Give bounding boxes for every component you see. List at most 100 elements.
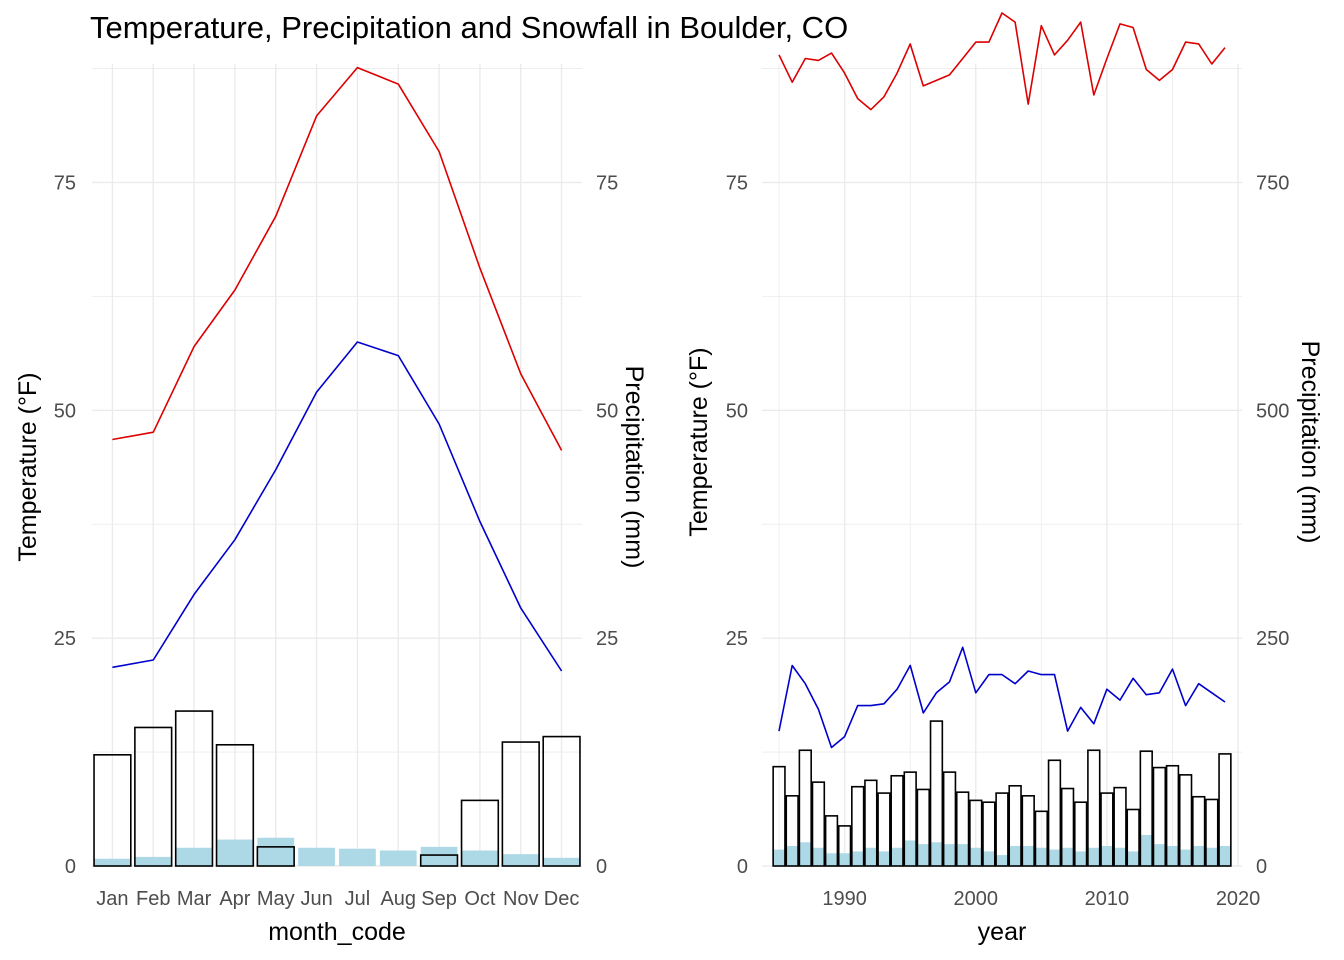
p2-precip-bar bbox=[864, 847, 877, 866]
p1-xtick-label: Oct bbox=[464, 888, 496, 910]
p2-precip-bar bbox=[1166, 845, 1179, 866]
p2-snow-bar bbox=[916, 788, 931, 867]
p2-precip-bar bbox=[1219, 845, 1231, 866]
p1-precip-bar bbox=[216, 839, 254, 866]
p1-snow-bar bbox=[174, 710, 214, 867]
p2-precip-bar bbox=[969, 847, 982, 866]
p1-precip-bar bbox=[134, 856, 172, 866]
p2-snow-bar bbox=[1073, 801, 1088, 867]
p2-snow-bar bbox=[1100, 792, 1114, 867]
p1-min-temp-line bbox=[112, 341, 563, 672]
p2-xtick-label: 2000 bbox=[954, 888, 999, 910]
p2-precip-bar bbox=[1009, 845, 1022, 866]
p1-precip-bar bbox=[257, 837, 295, 866]
p2-precip-bar bbox=[1205, 847, 1218, 866]
p2-precip-bar bbox=[1101, 845, 1113, 866]
p2-snow-bar bbox=[877, 792, 891, 867]
p1-xtick-label: Jul bbox=[345, 888, 371, 910]
p2-precip-bar bbox=[1179, 849, 1192, 866]
p1-snow-bar bbox=[501, 741, 540, 867]
p2-precip-bar bbox=[1127, 851, 1140, 866]
p2-ytick-right-label: 0 bbox=[1256, 856, 1267, 878]
p1-precip-bar bbox=[94, 858, 131, 866]
p1-precip-bar bbox=[502, 854, 540, 866]
p2-xtick-label: 2010 bbox=[1085, 888, 1130, 910]
p2-precip-bar bbox=[799, 842, 812, 866]
p1-ytick-right-label: 75 bbox=[596, 172, 618, 194]
p2-ytick-left-label: 75 bbox=[726, 172, 748, 194]
p2-snow-bar bbox=[824, 815, 839, 867]
p2-snow-bar bbox=[1034, 810, 1049, 867]
p2-precip-bar bbox=[917, 844, 930, 866]
p2-snow-bar bbox=[1178, 774, 1193, 867]
p2-precip-bar bbox=[1153, 844, 1166, 866]
p1-snow-bar bbox=[134, 726, 173, 867]
p1-xtick-label: Dec bbox=[544, 888, 580, 910]
p2-snow-bar bbox=[1205, 798, 1219, 867]
p1-precip-bar bbox=[461, 850, 499, 866]
p2-ytick-left-label: 25 bbox=[726, 628, 748, 650]
p1-xtick-label: Jun bbox=[300, 888, 332, 910]
p2-snow-bar bbox=[1087, 749, 1101, 867]
p2-snow-bar bbox=[864, 779, 878, 867]
p1-ytick-left-label: 50 bbox=[54, 400, 76, 422]
p2-precip-bar bbox=[930, 842, 943, 866]
p2-precip-bar bbox=[773, 849, 785, 866]
p1-y-axis-title-left: Temperature (°F) bbox=[14, 372, 42, 561]
p1-snow-bar bbox=[542, 735, 581, 867]
p1-precip-bar bbox=[543, 857, 580, 866]
p2-precip-bar bbox=[904, 840, 917, 866]
p2-precip-bar bbox=[838, 853, 851, 866]
p1-ytick-right-label: 0 bbox=[596, 856, 607, 878]
p1-precip-bar bbox=[339, 848, 376, 866]
p1-y-axis-title-right: Precipitation (mm) bbox=[620, 366, 648, 569]
p2-precip-bar bbox=[956, 844, 969, 866]
p2-snow-bar bbox=[1139, 750, 1153, 867]
p1-x-axis-title: month_code bbox=[268, 918, 406, 946]
p2-snow-bar bbox=[798, 749, 812, 867]
p2-precip-bar bbox=[1114, 847, 1126, 866]
p2-snow-bar bbox=[1218, 753, 1232, 867]
p2-snow-bar bbox=[955, 791, 970, 867]
p1-ytick-right-label: 25 bbox=[596, 628, 618, 650]
p2-snow-bar bbox=[969, 799, 983, 867]
p2-ytick-left-label: 0 bbox=[737, 856, 748, 878]
p1-xtick-label: Feb bbox=[136, 888, 170, 910]
p1-snow-bar bbox=[419, 854, 459, 867]
p1-precip-bar bbox=[379, 850, 417, 866]
p2-precip-bar bbox=[891, 847, 903, 866]
p2-max-temp-line bbox=[778, 12, 1226, 111]
p2-precip-bar bbox=[982, 851, 995, 866]
p2-precip-bar bbox=[1192, 845, 1205, 866]
p2-precip-bar bbox=[851, 851, 864, 866]
p1-snow-bar bbox=[256, 846, 295, 867]
p1-ytick-left-label: 25 bbox=[54, 628, 76, 650]
p2-snow-bar bbox=[995, 792, 1009, 867]
p2-snow-bar bbox=[942, 771, 957, 867]
p2-precip-bar bbox=[943, 844, 956, 866]
p2-ytick-right-label: 250 bbox=[1256, 628, 1289, 650]
p1-ytick-left-label: 75 bbox=[54, 172, 76, 194]
p2-snow-bar bbox=[1047, 759, 1062, 867]
p2-y-axis-title-right: Precipitation (mm) bbox=[1296, 341, 1324, 544]
p2-precip-bar bbox=[786, 845, 799, 866]
p2-snow-bar bbox=[1165, 764, 1180, 867]
p2-ytick-right-label: 750 bbox=[1256, 172, 1289, 194]
p2-precip-bar bbox=[812, 847, 825, 866]
p2-precip-bar bbox=[1035, 847, 1048, 866]
p2-precip-bar bbox=[878, 851, 890, 866]
p2-snow-bar bbox=[982, 801, 996, 867]
p2-precip-bar bbox=[825, 853, 838, 866]
p2-ytick-left-label: 50 bbox=[726, 400, 748, 422]
p2-snow-bar bbox=[1126, 808, 1140, 867]
p2-y-axis-title-left: Temperature (°F) bbox=[685, 347, 713, 536]
p2-snow-bar bbox=[1152, 766, 1167, 867]
p1-ytick-left-label: 0 bbox=[65, 856, 76, 878]
p2-ytick-right-label: 500 bbox=[1256, 400, 1289, 422]
p2-min-temp-line bbox=[778, 646, 1226, 749]
p2-snow-bar bbox=[1060, 787, 1075, 867]
p2-snow-bar bbox=[890, 774, 904, 867]
p1-xtick-label: Nov bbox=[503, 888, 539, 910]
chart-title: Temperature, Precipitation and Snowfall … bbox=[90, 10, 849, 45]
